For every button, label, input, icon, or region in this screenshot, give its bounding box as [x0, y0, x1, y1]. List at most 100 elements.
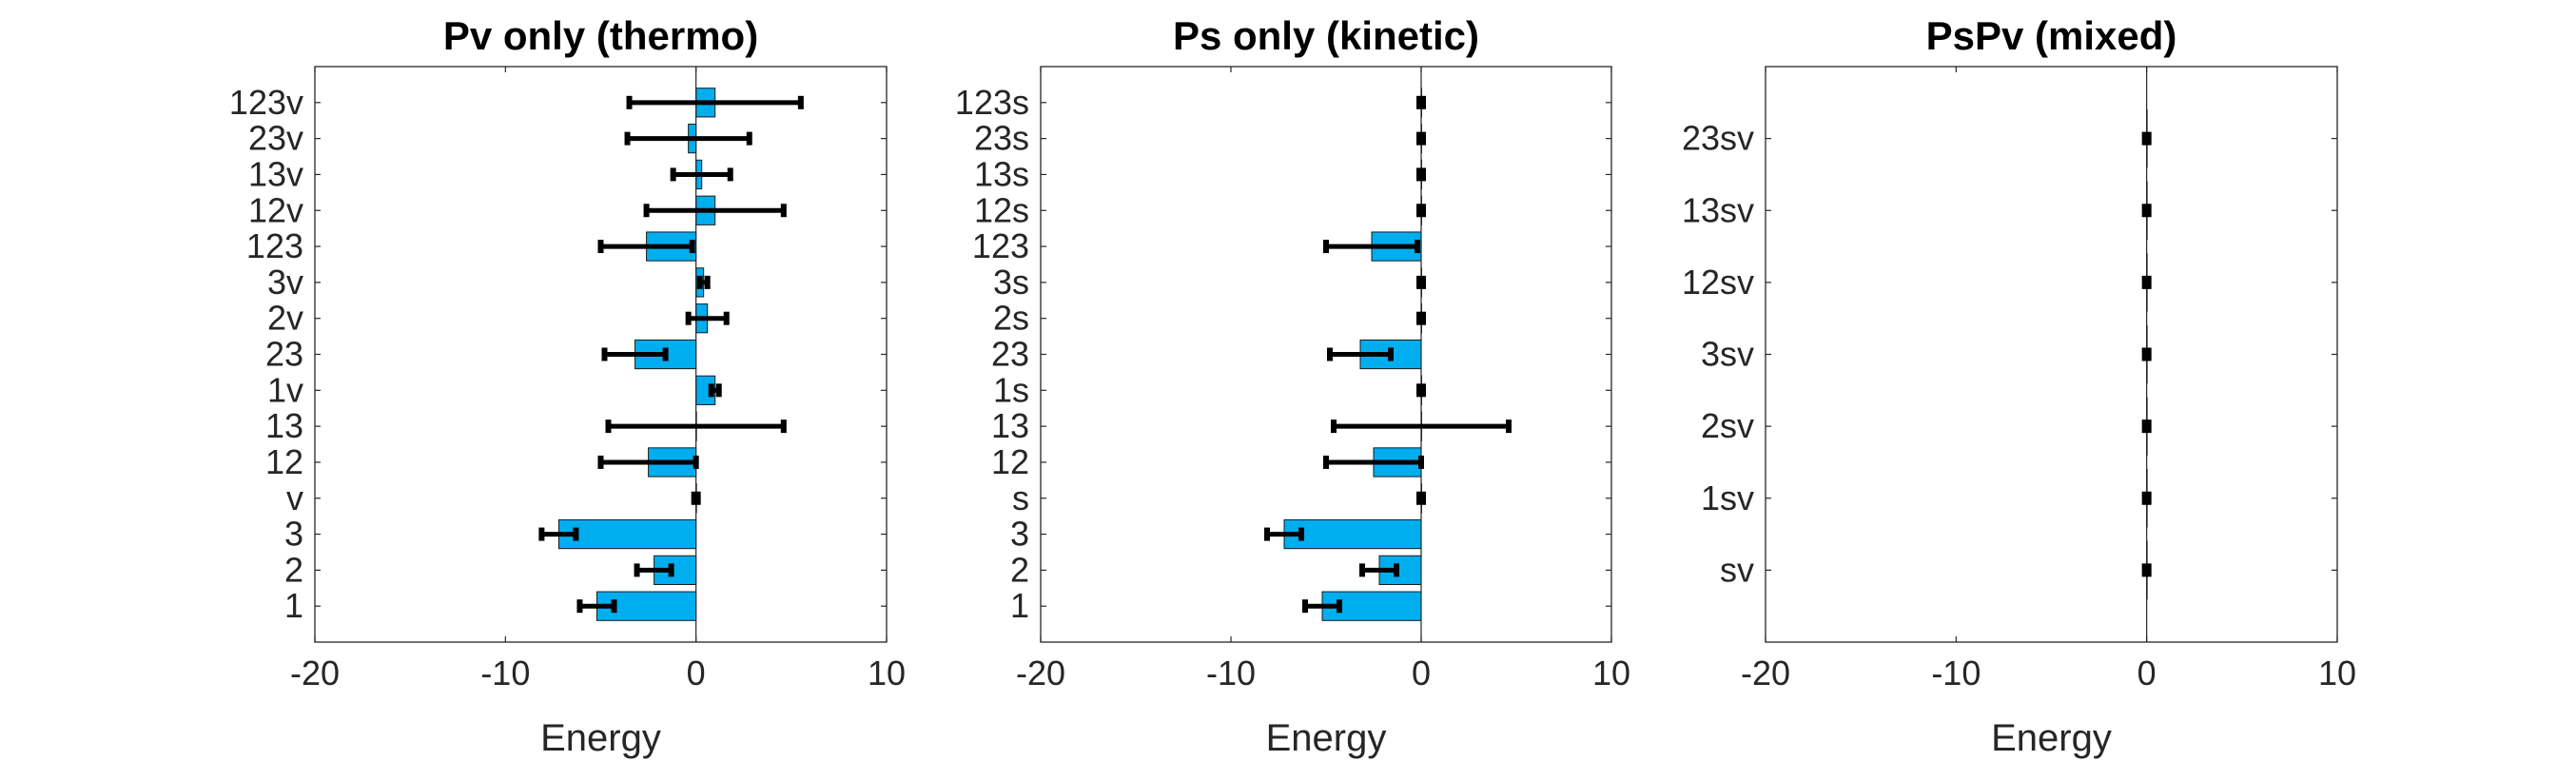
ytick-label: 12s [974, 190, 1029, 229]
xtick-label: 0 [687, 654, 706, 693]
errorbar-2s [1416, 311, 1426, 325]
ytick-label: 23s [974, 119, 1029, 158]
errorbar-12sv [2141, 275, 2152, 289]
ytick-label: 1sv [1701, 478, 1754, 517]
ytick-label: 12 [991, 442, 1029, 481]
x-axis-label: Energy [1266, 717, 1387, 759]
errorbar-13s [1416, 167, 1426, 182]
axes-box [1040, 66, 1612, 643]
x-axis-label: Energy [1991, 717, 2112, 759]
errorbar-12s [1416, 204, 1426, 218]
errorbar-3s [1416, 275, 1426, 289]
ytick-label: 2v [267, 299, 303, 338]
axes-box [1765, 66, 2338, 643]
errorbar-13 [1331, 420, 1512, 434]
errorbar-13v [670, 167, 733, 182]
ytick-label: 123 [246, 226, 303, 265]
ytick-label: 13sv [1682, 190, 1754, 229]
ytick-label: 2s [993, 299, 1029, 338]
xtick-label: -10 [480, 654, 530, 693]
errorbar-123s [1416, 95, 1426, 109]
xtick-label: -20 [1016, 654, 1065, 693]
ytick-label: 13 [265, 406, 303, 445]
ytick-label: 3v [267, 263, 303, 302]
chart-title: Ps only (kinetic) [1173, 13, 1479, 58]
ytick-label: s [1012, 478, 1029, 517]
errorbar-1sv [2141, 491, 2152, 505]
ytick-label: v [286, 478, 303, 517]
ytick-label: 3sv [1701, 335, 1754, 374]
ytick-label: 23 [991, 335, 1029, 374]
ytick-label: 2 [284, 550, 303, 589]
xtick-label: 0 [1412, 654, 1431, 693]
ytick-label: 1 [284, 586, 303, 625]
ytick-label: 123 [972, 226, 1029, 265]
ytick-label: 13 [991, 406, 1029, 445]
xtick-label: 10 [1592, 654, 1630, 693]
bar-3 [1283, 518, 1422, 550]
ytick-label: 13s [974, 154, 1029, 193]
xtick-label: -10 [1206, 654, 1256, 693]
chart-title: Pv only (thermo) [443, 13, 758, 58]
ytick-label: 13v [248, 154, 303, 193]
errorbar-13 [605, 420, 787, 434]
ytick-label: 12v [248, 190, 303, 229]
x-axis-label: Energy [540, 717, 661, 759]
errorbar-123 [1323, 240, 1420, 254]
errorbar-2 [1359, 563, 1399, 577]
ytick-label: 3 [1010, 515, 1029, 554]
errorbar-23 [601, 347, 669, 361]
errorbar-23 [1327, 347, 1394, 361]
errorbar-3 [538, 527, 579, 541]
bar-3 [557, 518, 697, 550]
errorbar-23s [1416, 131, 1426, 146]
errorbar-2 [634, 563, 674, 577]
errorbar-12 [1323, 455, 1424, 469]
ytick-label: 123v [229, 83, 303, 122]
errorbar-13sv [2141, 204, 2152, 218]
ytick-label: 23 [265, 335, 303, 374]
panel-3: sv 1sv 2sv 3sv 12sv 13sv 23sv -20 -10 0 10 PsPv (mi… [1682, 13, 2356, 759]
errorbar-12 [597, 455, 699, 469]
ytick-label: 123s [955, 83, 1029, 122]
ytick-label: 23v [248, 119, 303, 158]
errorbar-sv [2141, 563, 2152, 577]
errorbar-1v [708, 383, 722, 398]
errorbar-3v [696, 275, 711, 289]
axes-box [314, 66, 888, 643]
xtick-label: -20 [1741, 654, 1790, 693]
ytick-label: 3s [993, 263, 1029, 302]
ytick-label: 2sv [1701, 406, 1754, 445]
xtick-label: 10 [2318, 654, 2356, 693]
errorbar-s [1416, 491, 1426, 505]
errorbar-23v [624, 131, 752, 146]
errorbar-123 [597, 240, 695, 254]
errorbar-1 [1302, 599, 1342, 614]
ytick-label: 23sv [1682, 119, 1754, 158]
ytick-label: 1s [993, 370, 1029, 409]
xtick-label: 10 [868, 654, 906, 693]
ytick-label: 1 [1010, 586, 1029, 625]
ytick-label: 2 [1010, 550, 1029, 589]
ytick-label: 1v [267, 370, 303, 409]
errorbar-2v [685, 311, 730, 325]
chart-title: PsPv (mixed) [1926, 13, 2177, 58]
errorbar-1s [1416, 383, 1426, 398]
errorbar-23sv [2141, 131, 2152, 146]
errorbar-123v [626, 95, 804, 109]
ytick-label: sv [1720, 550, 1754, 589]
errorbar-1 [576, 599, 617, 614]
xtick-label: -10 [1931, 654, 1981, 693]
errorbar-v [691, 491, 701, 505]
ytick-label: 12 [265, 442, 303, 481]
ytick-label: 3 [284, 515, 303, 554]
ytick-label: 12sv [1682, 263, 1754, 302]
errorbar-2sv [2141, 420, 2152, 434]
xtick-label: -20 [290, 654, 340, 693]
errorbar-12v [643, 204, 787, 218]
errorbar-3 [1264, 527, 1304, 541]
xtick-label: 0 [2137, 654, 2156, 693]
